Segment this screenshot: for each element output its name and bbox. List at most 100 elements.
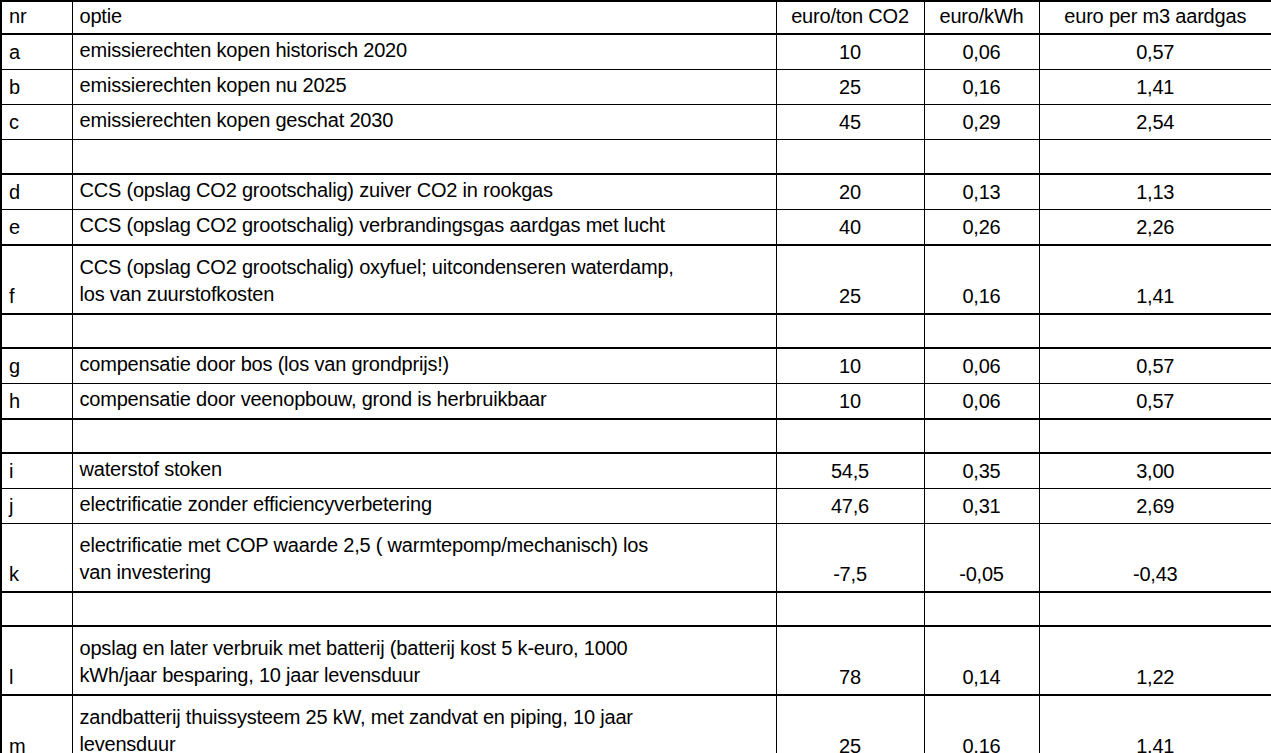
cell-nr: m — [1, 695, 72, 753]
cell-optie: emissierechten kopen nu 2025 — [72, 70, 776, 105]
cell-euro-m3 — [1039, 140, 1271, 174]
cell-euro-kwh: 0,31 — [924, 488, 1039, 523]
column-header-euro-m3-aardgas: euro per m3 aardgas — [1039, 1, 1271, 34]
cell-nr: c — [1, 105, 72, 140]
cell-euro-kwh: 0,06 — [924, 383, 1039, 419]
row-a: a emissierechten kopen historisch 2020 1… — [1, 34, 1271, 70]
cell-euro-kwh — [924, 314, 1039, 348]
cell-optie: emissierechten kopen historisch 2020 — [72, 34, 776, 70]
column-header-euro-ton-co2: euro/ton CO2 — [776, 1, 924, 34]
cell-euro-kwh: 0,29 — [924, 105, 1039, 140]
cell-nr — [1, 592, 72, 626]
row-c: c emissierechten kopen geschat 2030 45 0… — [1, 105, 1271, 140]
cell-euro-m3: 2,54 — [1039, 105, 1271, 140]
cell-euro-m3: 1,41 — [1039, 70, 1271, 105]
cell-euro-m3: 0,57 — [1039, 383, 1271, 419]
spreadsheet-table-view: nr optie euro/ton CO2 euro/kWh euro per … — [0, 0, 1271, 753]
cell-euro-kwh — [924, 419, 1039, 453]
cell-euro-kwh: 0,06 — [924, 34, 1039, 70]
cell-euro-ton-co2: -7,5 — [776, 523, 924, 592]
cell-nr: d — [1, 174, 72, 210]
cell-euro-ton-co2: 25 — [776, 70, 924, 105]
cell-optie: CCS (opslag CO2 grootschalig) oxyfuel; u… — [72, 245, 776, 314]
cell-euro-kwh — [924, 592, 1039, 626]
cell-euro-kwh: 0,13 — [924, 174, 1039, 210]
cell-euro-m3: 0,57 — [1039, 34, 1271, 70]
cell-optie: electrificatie zonder efficiencyverbeter… — [72, 488, 776, 523]
cell-optie: emissierechten kopen geschat 2030 — [72, 105, 776, 140]
cell-nr: h — [1, 383, 72, 419]
cell-euro-m3: 1,41 — [1039, 245, 1271, 314]
row-spacer — [1, 314, 1271, 348]
row-spacer — [1, 592, 1271, 626]
cell-euro-ton-co2 — [776, 592, 924, 626]
cost-options-table: nr optie euro/ton CO2 euro/kWh euro per … — [0, 0, 1271, 753]
row-h: h compensatie door veenopbouw, grond is … — [1, 383, 1271, 419]
cell-optie: compensatie door bos (los van grondprijs… — [72, 348, 776, 384]
cell-euro-m3 — [1039, 592, 1271, 626]
cell-euro-kwh: 0,16 — [924, 245, 1039, 314]
cell-optie: compensatie door veenopbouw, grond is he… — [72, 383, 776, 419]
column-header-nr: nr — [1, 1, 72, 34]
cell-optie: CCS (opslag CO2 grootschalig) verbrandin… — [72, 209, 776, 245]
cell-euro-kwh: 0,16 — [924, 70, 1039, 105]
cell-nr: f — [1, 245, 72, 314]
row-d: d CCS (opslag CO2 grootschalig) zuiver C… — [1, 174, 1271, 210]
cell-euro-ton-co2: 10 — [776, 34, 924, 70]
cell-euro-kwh: 0,14 — [924, 626, 1039, 695]
row-m: m zandbatterij thuissysteem 25 kW, met z… — [1, 695, 1271, 753]
cell-euro-kwh: 0,16 — [924, 695, 1039, 753]
cell-euro-m3: 2,69 — [1039, 488, 1271, 523]
cell-euro-m3 — [1039, 314, 1271, 348]
cell-optie — [72, 140, 776, 174]
cell-euro-ton-co2: 25 — [776, 245, 924, 314]
cell-euro-m3 — [1039, 419, 1271, 453]
cell-euro-kwh — [924, 140, 1039, 174]
cell-euro-m3: -0,43 — [1039, 523, 1271, 592]
cell-optie — [72, 314, 776, 348]
cell-optie: opslag en later verbruik met batterij (b… — [72, 626, 776, 695]
row-k: k electrificatie met COP waarde 2,5 ( wa… — [1, 523, 1271, 592]
cell-euro-m3: 0,57 — [1039, 348, 1271, 384]
cell-nr: b — [1, 70, 72, 105]
row-l: l opslag en later verbruik met batterij … — [1, 626, 1271, 695]
cell-optie — [72, 419, 776, 453]
cell-nr: g — [1, 348, 72, 384]
row-spacer — [1, 140, 1271, 174]
cell-euro-kwh: 0,06 — [924, 348, 1039, 384]
cell-euro-m3: 3,00 — [1039, 453, 1271, 489]
cell-euro-m3: 2,26 — [1039, 209, 1271, 245]
cell-euro-ton-co2: 45 — [776, 105, 924, 140]
row-e: e CCS (opslag CO2 grootschalig) verbrand… — [1, 209, 1271, 245]
cell-optie — [72, 592, 776, 626]
cell-euro-m3: 1,13 — [1039, 174, 1271, 210]
cell-nr: j — [1, 488, 72, 523]
cell-euro-ton-co2: 78 — [776, 626, 924, 695]
cell-euro-kwh: 0,35 — [924, 453, 1039, 489]
column-header-optie: optie — [72, 1, 776, 34]
cell-euro-m3: 1,41 — [1039, 695, 1271, 753]
cell-nr: k — [1, 523, 72, 592]
cell-euro-ton-co2 — [776, 314, 924, 348]
row-g: g compensatie door bos (los van grondpri… — [1, 348, 1271, 384]
row-f: f CCS (opslag CO2 grootschalig) oxyfuel;… — [1, 245, 1271, 314]
cell-nr — [1, 140, 72, 174]
header-row: nr optie euro/ton CO2 euro/kWh euro per … — [1, 1, 1271, 34]
cell-nr: l — [1, 626, 72, 695]
cell-nr: i — [1, 453, 72, 489]
row-b: b emissierechten kopen nu 2025 25 0,16 1… — [1, 70, 1271, 105]
cell-optie: waterstof stoken — [72, 453, 776, 489]
cell-euro-ton-co2 — [776, 140, 924, 174]
row-j: j electrificatie zonder efficiencyverbet… — [1, 488, 1271, 523]
cell-nr — [1, 314, 72, 348]
cell-nr: e — [1, 209, 72, 245]
column-header-euro-kwh: euro/kWh — [924, 1, 1039, 34]
cell-euro-ton-co2: 10 — [776, 348, 924, 384]
cell-euro-ton-co2: 54,5 — [776, 453, 924, 489]
cell-optie: CCS (opslag CO2 grootschalig) zuiver CO2… — [72, 174, 776, 210]
cell-euro-ton-co2: 20 — [776, 174, 924, 210]
cell-nr: a — [1, 34, 72, 70]
cell-optie: electrificatie met COP waarde 2,5 ( warm… — [72, 523, 776, 592]
cell-optie: zandbatterij thuissysteem 25 kW, met zan… — [72, 695, 776, 753]
cell-euro-ton-co2: 25 — [776, 695, 924, 753]
